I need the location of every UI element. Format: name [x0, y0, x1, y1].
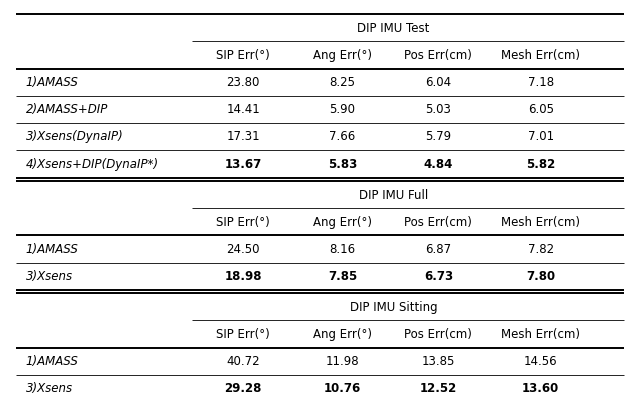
- Text: 3)Xsens(DynaIP): 3)Xsens(DynaIP): [26, 130, 124, 143]
- Text: SIP Err(°): SIP Err(°): [216, 49, 270, 62]
- Text: 12.52: 12.52: [420, 382, 457, 395]
- Text: 5.03: 5.03: [426, 103, 451, 116]
- Text: 40.72: 40.72: [227, 355, 260, 368]
- Text: SIP Err(°): SIP Err(°): [216, 328, 270, 341]
- Text: 14.41: 14.41: [227, 103, 260, 116]
- Text: Pos Err(cm): Pos Err(cm): [404, 216, 472, 229]
- Text: DIP IMU Test: DIP IMU Test: [357, 22, 430, 35]
- Text: 4)Xsens+DIP(DynaIP*): 4)Xsens+DIP(DynaIP*): [26, 158, 159, 170]
- Text: 7.18: 7.18: [528, 76, 554, 89]
- Text: Ang Err(°): Ang Err(°): [313, 216, 372, 229]
- Text: 7.01: 7.01: [528, 130, 554, 143]
- Text: 7.85: 7.85: [328, 270, 357, 283]
- Text: 2)AMASS+DIP: 2)AMASS+DIP: [26, 103, 108, 116]
- Text: Pos Err(cm): Pos Err(cm): [404, 328, 472, 341]
- Text: Pos Err(cm): Pos Err(cm): [404, 49, 472, 62]
- Text: 7.82: 7.82: [528, 243, 554, 255]
- Text: 3)Xsens: 3)Xsens: [26, 270, 73, 283]
- Text: 18.98: 18.98: [225, 270, 262, 283]
- Text: 13.67: 13.67: [225, 158, 262, 170]
- Text: SIP Err(°): SIP Err(°): [216, 216, 270, 229]
- Text: 14.56: 14.56: [524, 355, 557, 368]
- Text: 7.66: 7.66: [329, 130, 356, 143]
- Text: Mesh Err(cm): Mesh Err(cm): [501, 216, 580, 229]
- Text: DIP IMU Full: DIP IMU Full: [359, 188, 428, 202]
- Text: Ang Err(°): Ang Err(°): [313, 49, 372, 62]
- Text: Mesh Err(cm): Mesh Err(cm): [501, 49, 580, 62]
- Text: 1)AMASS: 1)AMASS: [26, 355, 79, 368]
- Text: 6.87: 6.87: [426, 243, 451, 255]
- Text: 17.31: 17.31: [227, 130, 260, 143]
- Text: 1)AMASS: 1)AMASS: [26, 243, 79, 255]
- Text: 6.04: 6.04: [426, 76, 451, 89]
- Text: 13.85: 13.85: [422, 355, 455, 368]
- Text: DIP IMU Sitting: DIP IMU Sitting: [350, 301, 437, 314]
- Text: 23.80: 23.80: [227, 76, 260, 89]
- Text: 5.90: 5.90: [330, 103, 355, 116]
- Text: 8.25: 8.25: [330, 76, 355, 89]
- Text: 6.05: 6.05: [528, 103, 554, 116]
- Text: 5.82: 5.82: [526, 158, 556, 170]
- Text: 5.79: 5.79: [426, 130, 451, 143]
- Text: 10.76: 10.76: [324, 382, 361, 395]
- Text: 6.73: 6.73: [424, 270, 453, 283]
- Text: Ang Err(°): Ang Err(°): [313, 328, 372, 341]
- Text: 11.98: 11.98: [326, 355, 359, 368]
- Text: 29.28: 29.28: [225, 382, 262, 395]
- Text: 24.50: 24.50: [227, 243, 260, 255]
- Text: 13.60: 13.60: [522, 382, 559, 395]
- Text: 4.84: 4.84: [424, 158, 453, 170]
- Text: 1)AMASS: 1)AMASS: [26, 76, 79, 89]
- Text: 5.83: 5.83: [328, 158, 357, 170]
- Text: 7.80: 7.80: [526, 270, 556, 283]
- Text: 3)Xsens: 3)Xsens: [26, 382, 73, 395]
- Text: 8.16: 8.16: [330, 243, 355, 255]
- Text: Mesh Err(cm): Mesh Err(cm): [501, 328, 580, 341]
